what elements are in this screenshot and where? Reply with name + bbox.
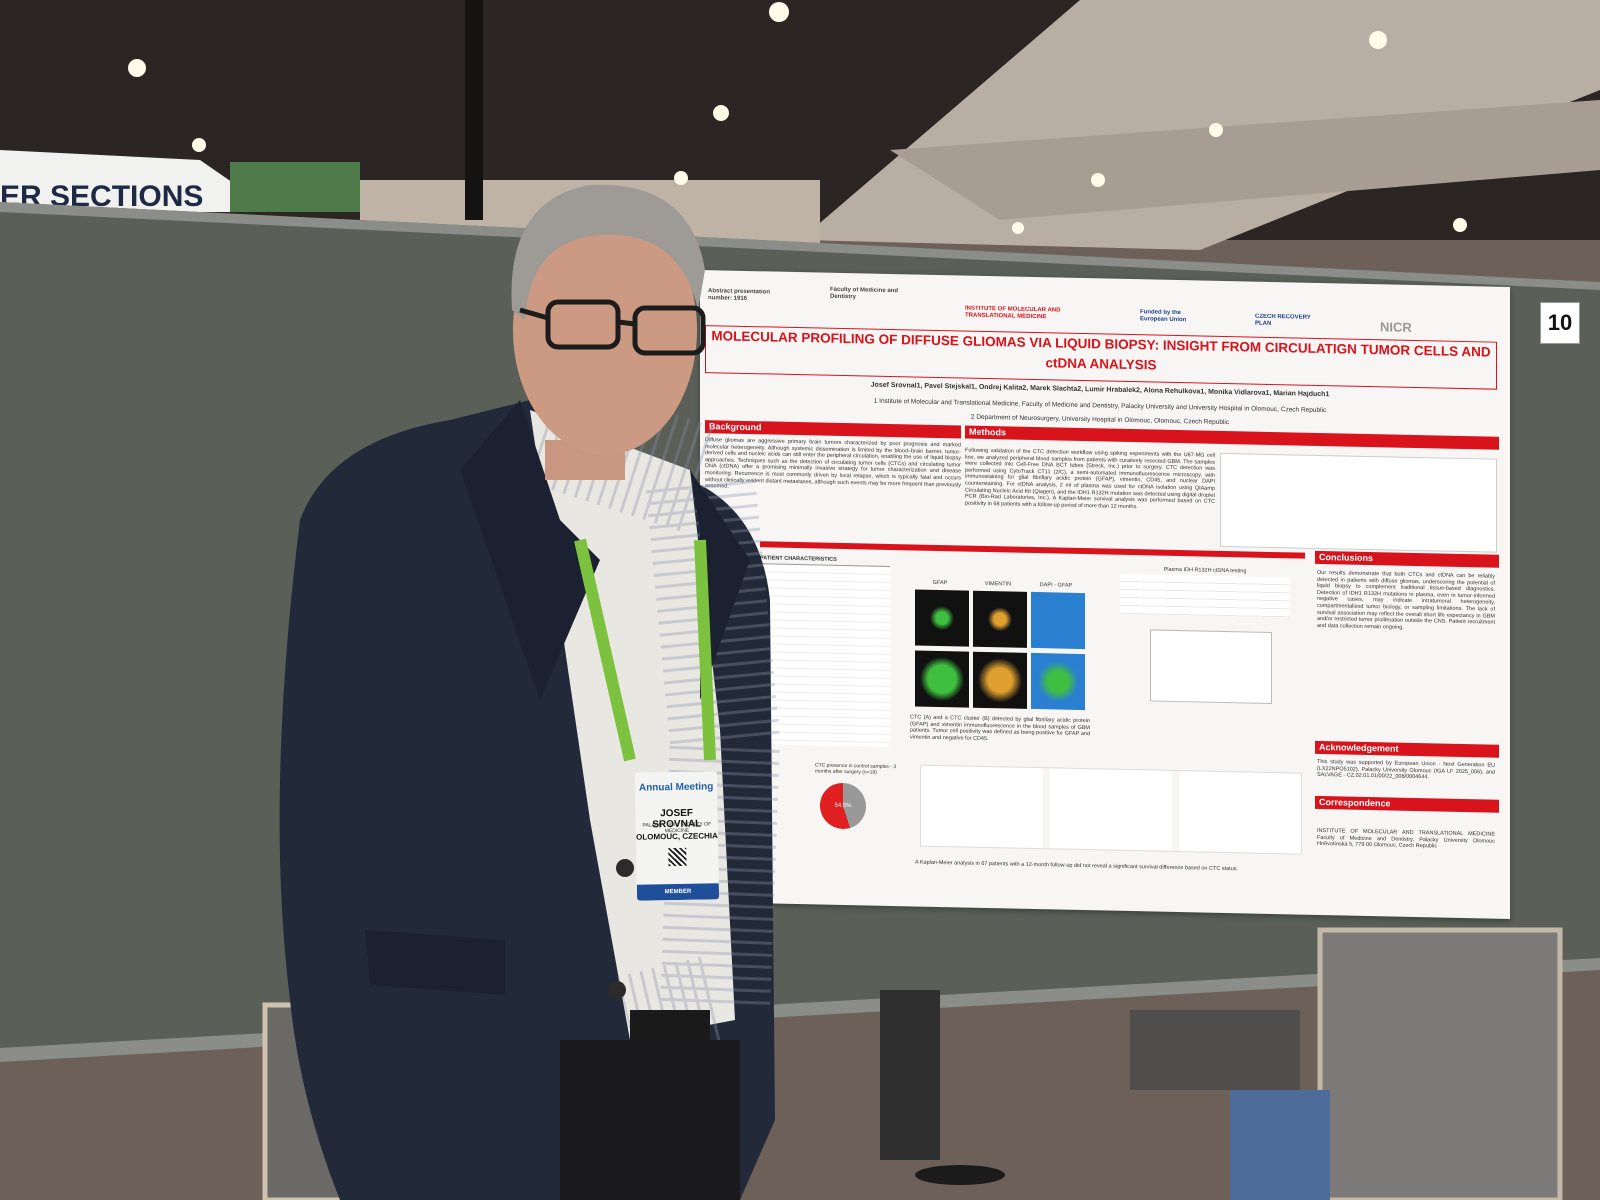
chair-seat [1130,1010,1300,1090]
chair [1317,927,1563,1200]
light [128,59,146,77]
face [513,205,697,455]
temple [519,307,549,321]
bridge [617,319,636,327]
name-badge: Annual Meeting JOSEF SROVNAL PALACKY UNI… [634,771,720,901]
badge-type: MEMBER [636,883,720,901]
lights [128,2,1467,234]
qr-code [668,847,687,867]
button [616,859,634,877]
legs [880,990,940,1160]
trousers [560,1040,740,1200]
light [713,105,729,121]
bag [1230,1090,1330,1200]
hair [511,184,705,320]
lanyard [574,538,716,762]
shirt-stripes [528,377,781,1084]
light [1453,218,1467,232]
shoe [915,1165,1005,1185]
light [674,171,688,185]
ceiling-beam [890,100,1600,220]
light [1209,123,1223,137]
pocket [365,930,505,995]
badge-event: Annual Meeting [638,781,714,794]
board-number: 10 [1540,302,1580,344]
banner-image [230,162,360,212]
glasses [519,299,706,356]
lens [632,305,706,356]
pillar [465,0,483,220]
banner [0,150,275,212]
button [608,981,626,999]
light [1012,222,1024,234]
light [769,2,789,22]
badge-city: OLOMOUC, CZECHIA [636,831,718,842]
light [1369,31,1387,49]
light [192,138,206,152]
board-frame [0,202,1600,290]
lapel [460,400,600,700]
light [1091,173,1105,187]
